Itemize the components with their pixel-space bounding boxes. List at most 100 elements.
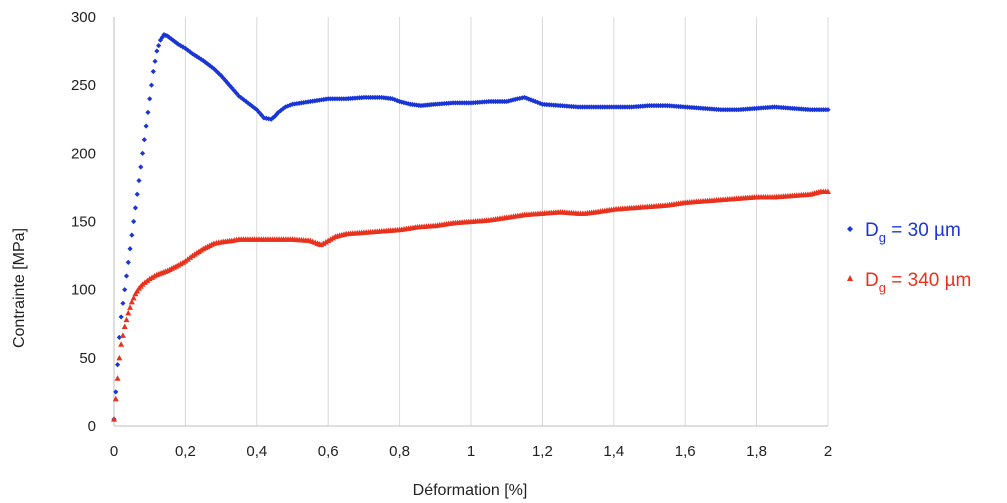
data-point	[123, 273, 130, 279]
legend-label-series-2-sub: g	[879, 280, 886, 295]
data-point	[517, 95, 523, 101]
y-tick-label: 250	[71, 77, 96, 94]
data-point	[285, 103, 291, 109]
x-tick-label: 1,4	[603, 443, 624, 460]
data-point	[129, 232, 135, 238]
data-point	[119, 332, 126, 338]
legend-label-series-1: Dg = 30 µm	[865, 220, 961, 245]
y-tick-label: 100	[71, 282, 96, 299]
x-tick-label: 0	[110, 443, 118, 460]
data-point	[389, 96, 396, 102]
data-point	[514, 96, 521, 102]
legend-label-series-2-main: D	[865, 270, 879, 291]
data-point	[405, 101, 411, 107]
data-point	[154, 48, 160, 54]
data-point	[131, 218, 137, 225]
series-1	[111, 32, 831, 422]
data-point	[148, 82, 155, 88]
y-tick-label: 200	[71, 145, 96, 162]
data-point	[272, 113, 278, 120]
data-point	[147, 96, 153, 102]
y-tick-labels: 0 50 100 150 200 250 300	[71, 9, 96, 435]
data-series	[111, 32, 831, 422]
x-tick-labels: 0 0,2 0,4 0,6 0,8 1 1,2 1,4 1,6 1,8 2	[110, 443, 832, 460]
legend-label-series-1-main: D	[865, 220, 879, 241]
y-tick-label: 50	[79, 350, 96, 367]
legend-label-series-1-sub: g	[879, 230, 886, 245]
data-point	[394, 98, 400, 104]
data-point	[116, 354, 123, 361]
data-point	[134, 191, 140, 197]
legend-marker-triangle-icon	[847, 275, 853, 281]
x-tick-label: 2	[824, 443, 832, 460]
x-tick-label: 1,2	[532, 443, 553, 460]
legend-item-series-1: Dg = 30 µm	[847, 220, 961, 245]
data-point	[401, 100, 407, 106]
data-point	[120, 300, 126, 306]
data-point	[397, 98, 403, 105]
data-point	[113, 389, 119, 395]
data-point	[127, 304, 134, 310]
data-point	[127, 246, 133, 252]
data-point	[139, 150, 146, 156]
data-point	[128, 298, 135, 305]
series-2	[111, 188, 831, 422]
data-point	[152, 58, 158, 64]
data-point	[145, 109, 151, 116]
data-point	[111, 416, 117, 422]
data-point	[116, 334, 122, 340]
data-point	[112, 395, 119, 402]
data-point	[114, 375, 121, 381]
data-point	[121, 323, 128, 329]
data-point	[132, 205, 139, 211]
data-point	[392, 97, 398, 103]
data-point	[825, 188, 831, 195]
data-point	[510, 97, 516, 103]
legend-label-series-2-rest: = 340 µm	[886, 270, 971, 291]
x-axis-title: Déformation [%]	[413, 482, 528, 499]
data-point	[282, 104, 288, 110]
axes	[113, 17, 828, 427]
legend-label-series-2: Dg = 340 µm	[865, 270, 971, 295]
data-point	[825, 107, 831, 113]
x-tick-label: 1,6	[675, 443, 696, 460]
x-tick-label: 1,8	[746, 443, 767, 460]
data-point	[136, 178, 142, 184]
y-tick-label: 150	[71, 214, 96, 231]
data-point	[227, 82, 233, 89]
data-point	[204, 61, 211, 67]
data-point	[143, 123, 149, 129]
data-point	[275, 109, 281, 116]
data-point	[519, 95, 525, 101]
data-point	[530, 98, 536, 104]
data-point	[526, 96, 532, 102]
x-tick-label: 0,6	[318, 443, 339, 460]
data-point	[118, 341, 125, 347]
data-point	[213, 68, 219, 74]
data-point	[141, 137, 147, 143]
x-tick-label: 0,8	[389, 443, 410, 460]
y-axis-title: Contrainte [MPa]	[11, 228, 28, 348]
data-point	[122, 287, 128, 293]
data-point	[168, 36, 174, 42]
y-tick-label: 300	[71, 9, 96, 26]
x-tick-label: 1	[467, 443, 475, 460]
data-point	[156, 43, 162, 49]
data-point	[118, 314, 124, 320]
legend-marker-diamond-icon	[847, 226, 853, 232]
legend: Dg = 30 µm Dg = 340 µm	[847, 220, 971, 295]
data-point	[236, 93, 242, 99]
x-tick-label: 0,4	[246, 443, 267, 460]
data-point	[138, 164, 144, 170]
data-point	[254, 107, 260, 113]
data-point	[270, 115, 276, 121]
y-tick-label: 0	[88, 418, 96, 435]
data-point	[114, 362, 121, 368]
data-point	[125, 259, 131, 265]
data-point	[125, 309, 132, 316]
data-point	[130, 294, 137, 301]
data-point	[268, 116, 274, 122]
data-point	[278, 108, 284, 114]
